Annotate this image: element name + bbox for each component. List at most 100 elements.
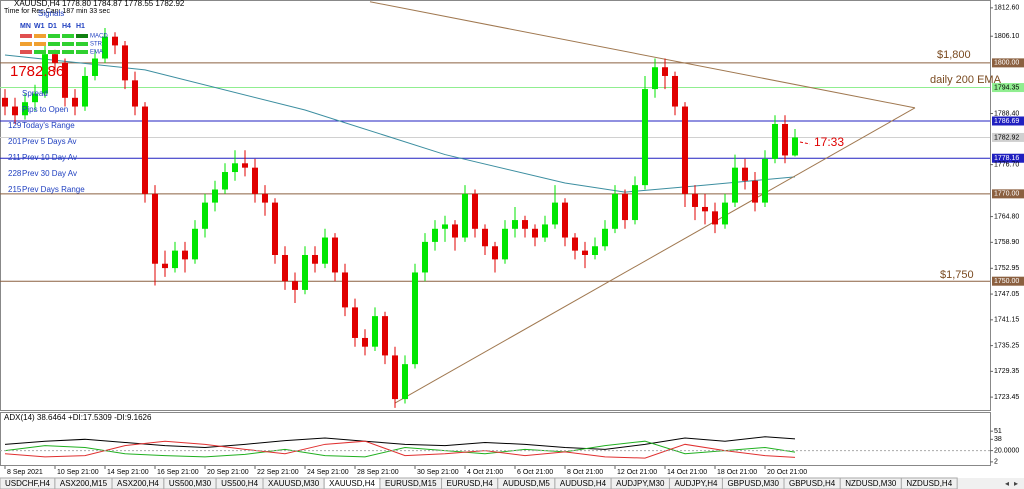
candle-body — [42, 54, 48, 94]
candle-body — [22, 102, 28, 116]
tab-label[interactable]: XAUUSD,M30 — [268, 479, 320, 488]
tab-label[interactable]: XAUUSD,H4 — [329, 479, 375, 488]
candle-body — [102, 36, 108, 59]
candle-body — [342, 272, 348, 308]
candle-body — [32, 93, 38, 103]
y-tick-label: 1747.05 — [994, 291, 1019, 298]
stat-value: 201 — [8, 137, 22, 146]
candle-body — [362, 337, 368, 347]
adx-tick-label: 2 — [994, 459, 998, 466]
candle-body — [442, 224, 448, 229]
stat-label: Prev 10 Day Av — [22, 153, 77, 162]
tab-scroll-right[interactable]: ▸ — [1014, 479, 1018, 488]
tab-label[interactable]: NZDUSD,M30 — [845, 479, 897, 488]
x-tick-label: 18 Oct 21:00 — [717, 469, 757, 476]
candle-body — [82, 75, 88, 107]
tab-label[interactable]: AUDJPY,M30 — [616, 479, 665, 488]
tab-label[interactable]: AUDUSD,H4 — [560, 479, 607, 488]
candle-body — [282, 254, 288, 282]
adx-tick-label: 20.0000 — [994, 447, 1019, 454]
tab-label[interactable]: EURUSD,H4 — [447, 479, 494, 488]
stat-label: Prev 5 Days Av — [22, 137, 77, 146]
candle-body — [422, 241, 428, 273]
signal-row-label: STR — [90, 42, 103, 48]
candle-timer: Time for Rec.Can: 187 min 33 sec — [4, 8, 110, 15]
candle-body — [522, 220, 528, 229]
x-tick-label: 20 Sep 21:00 — [207, 469, 249, 476]
candle-body — [642, 89, 648, 186]
x-tick-label: 22 Sep 21:00 — [257, 469, 299, 476]
signal-row-label: EMA — [90, 50, 103, 56]
candle-body — [2, 97, 8, 107]
tab-label[interactable]: GBPUSD,H4 — [789, 479, 836, 488]
candle-body — [492, 246, 498, 260]
timeframe: H4 — [62, 23, 71, 30]
y-tick-label: 1758.90 — [994, 239, 1019, 246]
tab-label[interactable]: AUDUSD,M5 — [503, 479, 551, 488]
signal-cell — [34, 42, 46, 46]
level-box — [992, 276, 1024, 286]
x-tick-label: 24 Sep 21:00 — [307, 469, 349, 476]
x-tick-label: 30 Sep 21:00 — [417, 469, 459, 476]
main-frame — [0, 0, 991, 411]
signal-cell — [62, 50, 74, 54]
y-tick-label: 1723.45 — [994, 394, 1019, 401]
candle-body — [222, 172, 228, 190]
signal-cell — [20, 42, 32, 46]
stat-value: 215 — [8, 185, 22, 194]
y-tick-label: 1788.40 — [994, 110, 1019, 117]
adx-tick-label: 51 — [994, 428, 1002, 435]
candle-body — [412, 272, 418, 365]
candle-body — [662, 67, 668, 76]
candle-body — [552, 202, 558, 225]
signal-cell — [20, 34, 32, 38]
adx-line — [4, 436, 796, 450]
candle-body — [152, 193, 158, 264]
tabs: USDCHF,H4 ASX200,M15 ASX200,H4 US500,M30 US5… — [0, 477, 958, 489]
x-tick-label: 8 Sep 2021 — [7, 469, 43, 476]
tab[interactable] — [900, 477, 958, 489]
candle-body — [142, 106, 148, 194]
candle-body — [602, 228, 608, 247]
signal-cell — [62, 34, 74, 38]
candle-body — [272, 202, 278, 255]
tab-label[interactable]: ASX200,H4 — [117, 479, 159, 488]
tab-label[interactable]: EURUSD,M15 — [385, 479, 437, 488]
tab-label[interactable]: NZDUSD,H4 — [906, 479, 952, 488]
candle-body — [292, 281, 298, 290]
candle-body — [12, 106, 18, 116]
candle-body — [382, 316, 388, 356]
tab-scroll[interactable] — [1000, 478, 1024, 489]
plot-area: 1800.00 1794.35 1786.69 1782.92 1778.16 1770.… — [0, 1, 1024, 459]
x-tick-label: 14 Oct 21:00 — [667, 469, 707, 476]
candle-body — [172, 250, 178, 269]
x-tick-label: 28 Sep 21:00 — [357, 469, 399, 476]
candle-body — [452, 224, 458, 238]
x-tick-label: 6 Oct 21:00 — [517, 469, 553, 476]
candle-body — [322, 237, 328, 264]
level-box — [992, 189, 1024, 199]
annotation: $1,750 — [940, 269, 974, 281]
candle-body — [772, 124, 778, 159]
candle-body — [62, 62, 68, 98]
tab-label[interactable]: GBPUSD,M30 — [727, 479, 779, 488]
signal-row-label: MACD — [90, 34, 108, 40]
chart-header: XAUUSD,H4 1778.80 1784.87 1778.55 1782.9… — [14, 0, 185, 8]
candle-body — [112, 36, 118, 46]
tab-label[interactable]: ASX200,M15 — [60, 479, 108, 488]
timeframe: H1 — [76, 23, 85, 30]
candle-body — [752, 180, 758, 203]
x-tick-label: 20 Oct 21:00 — [767, 469, 807, 476]
x-tick-label: 14 Sep 21:00 — [107, 469, 149, 476]
tab-label[interactable]: US500,M30 — [169, 479, 212, 488]
annotation: $1,800 — [937, 49, 971, 61]
tab-label[interactable]: US500,H4 — [221, 479, 258, 488]
tab-scroll-left[interactable]: ◂ — [1005, 479, 1009, 488]
candle-body — [512, 220, 518, 229]
candle-body — [252, 167, 258, 194]
tab-label[interactable]: AUDJPY,H4 — [674, 479, 718, 488]
stat-value: 211 — [8, 153, 21, 162]
tab-label[interactable]: USDCHF,H4 — [5, 479, 50, 488]
stat-value: 228 — [8, 169, 22, 178]
